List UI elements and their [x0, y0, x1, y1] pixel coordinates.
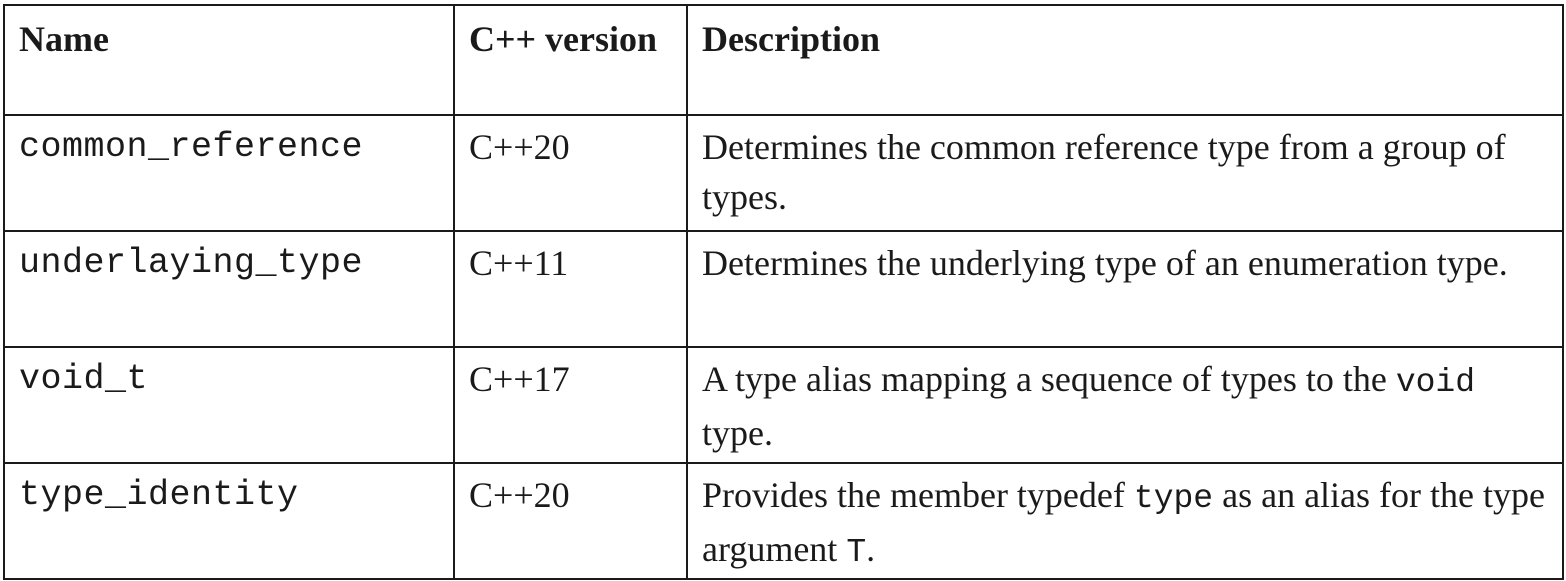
table-header-row: Name C++ version Description [3, 4, 1564, 116]
cell-version: C++20 [453, 114, 688, 232]
description-text: Determines the underlying type of an enu… [702, 243, 1508, 283]
description-text: Provides the member typedef [702, 475, 1134, 515]
table-row: common_reference C++20 Determines the co… [3, 114, 1564, 232]
inline-code: type [1133, 480, 1214, 517]
cell-name: void_t [3, 346, 455, 464]
header-version: C++ version [453, 4, 688, 116]
header-name: Name [3, 4, 455, 116]
cell-description: Provides the member typedef type as an a… [686, 462, 1564, 580]
table-row: underlaying_type C++11 Determines the un… [3, 230, 1564, 348]
description-text: A type alias mapping a sequence of types… [702, 359, 1396, 399]
description-text: type. [702, 413, 773, 453]
cell-name: underlaying_type [3, 230, 455, 348]
cell-name: common_reference [3, 114, 455, 232]
cell-description: A type alias mapping a sequence of types… [686, 346, 1564, 464]
cell-version: C++20 [453, 462, 688, 580]
description-text: . [866, 529, 876, 569]
inline-code: T [846, 534, 867, 571]
type-traits-table: Name C++ version Description common_refe… [3, 4, 1564, 580]
type-traits-table-container: Name C++ version Description common_refe… [3, 4, 1564, 580]
cell-name: type_identity [3, 462, 455, 580]
description-text: as an alias for the type argument [702, 475, 1545, 569]
cell-description: Determines the common reference type fro… [686, 114, 1564, 232]
table-row: void_t C++17 A type alias mapping a sequ… [3, 346, 1564, 464]
header-description: Description [686, 4, 1564, 116]
cell-description: Determines the underlying type of an enu… [686, 230, 1564, 348]
table-row: type_identity C++20 Provides the member … [3, 462, 1564, 580]
cell-version: C++17 [453, 346, 688, 464]
description-text: Determines the common reference type fro… [702, 127, 1506, 217]
cell-version: C++11 [453, 230, 688, 348]
inline-code: void [1395, 364, 1476, 401]
